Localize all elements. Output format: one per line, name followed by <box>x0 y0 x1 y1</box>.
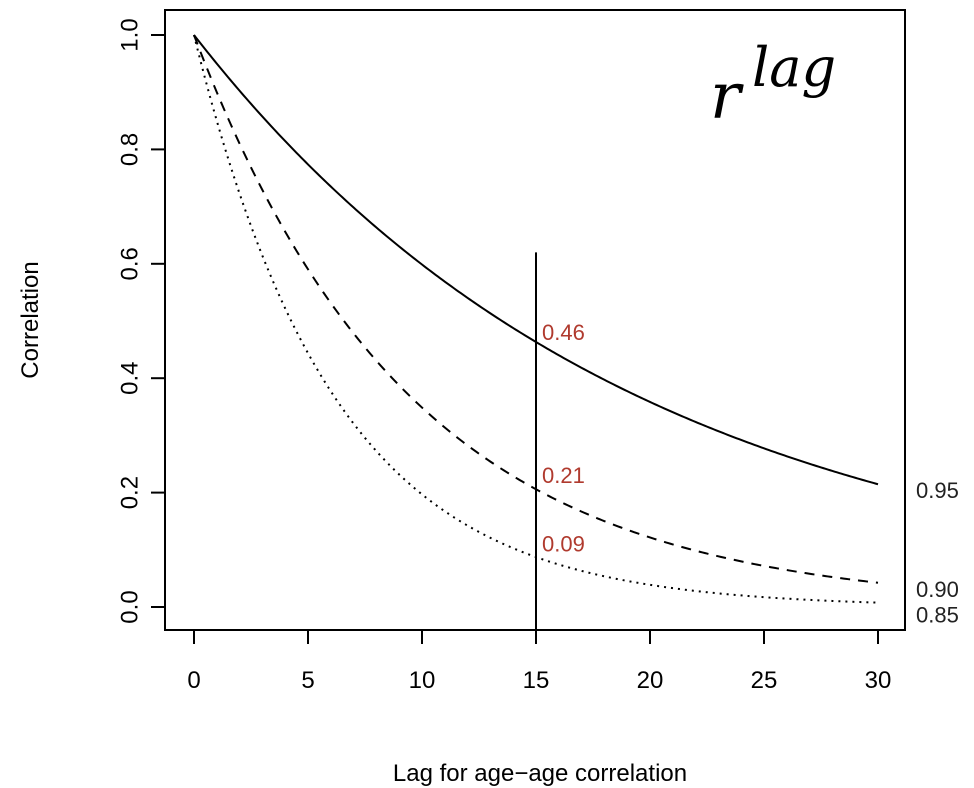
x-tick-label: 5 <box>301 667 314 694</box>
x-axis-title: Lag for age−age correlation <box>393 760 687 787</box>
series-end-label: 0.95 <box>916 478 959 503</box>
series-end-labels: 0.95 0.900.85 <box>916 478 959 627</box>
formula-exponent: lag <box>752 36 836 99</box>
x-axis: 0 5 10 15 20 25 30 <box>187 629 892 694</box>
formula-annotation: r lag <box>710 36 836 134</box>
x-tick-label: 25 <box>751 667 778 694</box>
value-annotation: 0.46 <box>542 320 585 345</box>
value-annotation: 0.21 <box>542 463 585 488</box>
y-tick-label: 0.4 <box>116 362 143 395</box>
y-axis: 0.0 0.2 0.4 0.6 0.8 1.0 <box>116 18 166 624</box>
x-tick-label: 15 <box>523 667 550 694</box>
annotation-layer: 0.46 0.21 0.09 <box>542 320 585 557</box>
y-tick-label: 0.6 <box>116 247 143 280</box>
y-tick-label: 0.0 <box>116 590 143 623</box>
x-tick-label: 0 <box>187 667 200 694</box>
x-tick-label: 30 <box>865 667 892 694</box>
series-end-label: 0.90 <box>916 577 959 602</box>
value-annotation: 0.09 <box>542 532 585 557</box>
series-end-label: 0.85 <box>916 603 959 628</box>
x-tick-label: 20 <box>637 667 664 694</box>
x-tick-label: 10 <box>409 667 436 694</box>
formula-base: r <box>710 60 744 134</box>
y-tick-label: 1.0 <box>116 18 143 51</box>
y-tick-label: 0.8 <box>116 133 143 166</box>
y-tick-label: 0.2 <box>116 476 143 509</box>
y-axis-title: Correlation <box>17 261 44 378</box>
